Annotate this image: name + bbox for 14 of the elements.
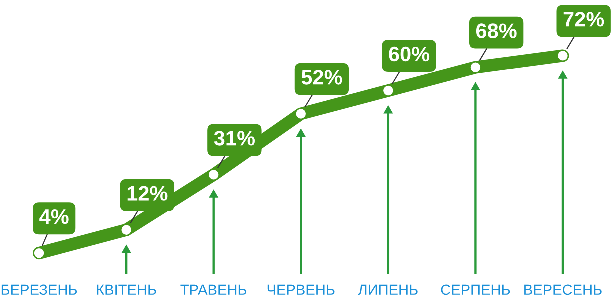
- data-label: 68%: [476, 24, 517, 38]
- data-label: 12%: [128, 186, 168, 201]
- data-label: 4%: [40, 209, 69, 224]
- data-label: 72%: [564, 12, 604, 27]
- data-label: 52%: [302, 70, 342, 85]
- x-tick-label: СЕРПЕНЬ: [441, 284, 510, 296]
- x-tick-label: ВЕРЕСЕНЬ: [524, 284, 602, 296]
- x-tick-label: ТРАВЕНЬ: [180, 284, 247, 295]
- x-tick-label: КВІТЕНЬ: [97, 284, 156, 295]
- x-tick-label: ЛИПЕНЬ: [358, 284, 418, 296]
- data-label: 60%: [389, 46, 430, 62]
- data-label: 31%: [214, 131, 255, 146]
- x-tick-label: ЧЕРВЕНЬ: [268, 284, 335, 295]
- x-tick-label: БЕРЕЗЕНЬ: [2, 284, 78, 296]
